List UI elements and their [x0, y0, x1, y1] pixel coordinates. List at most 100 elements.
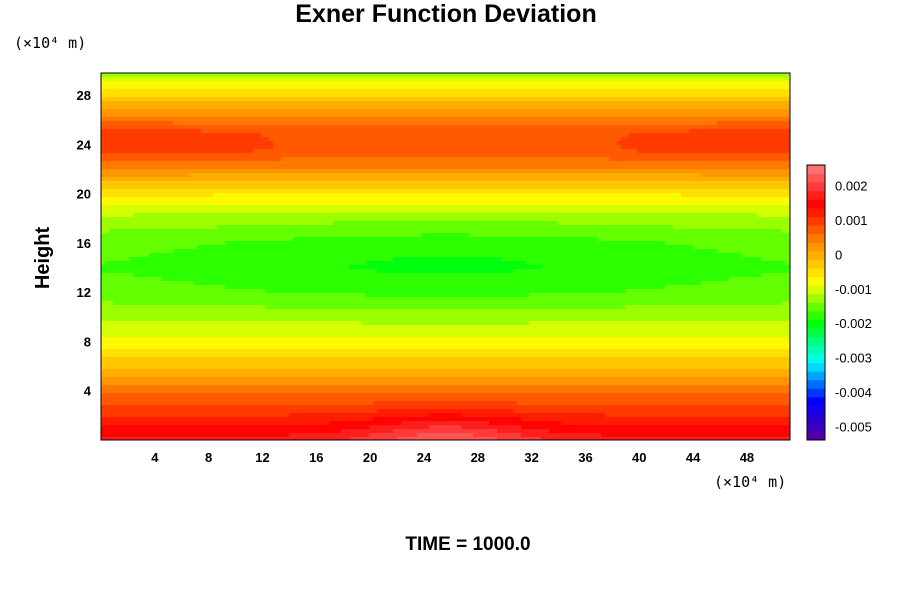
field-cell [245, 141, 250, 146]
field-cell [357, 97, 362, 102]
field-cell [177, 173, 182, 178]
field-cell [457, 85, 462, 90]
field-cell [213, 153, 218, 158]
field-cell [769, 109, 774, 114]
field-cell [561, 137, 566, 142]
field-cell [665, 117, 670, 122]
field-cell [393, 125, 398, 130]
field-cell [381, 89, 386, 94]
field-cell [457, 161, 462, 166]
field-cell [757, 101, 762, 106]
field-cell [713, 73, 718, 78]
field-cell [141, 181, 146, 186]
field-cell [141, 133, 146, 138]
field-cell [609, 77, 614, 82]
field-cell [461, 93, 466, 98]
field-cell [109, 101, 114, 106]
field-cell [397, 153, 402, 158]
field-cell [541, 101, 546, 106]
field-cell [209, 105, 214, 110]
field-cell [149, 109, 154, 114]
field-cell [225, 77, 230, 82]
field-cell [573, 169, 578, 174]
field-cell [113, 121, 118, 126]
field-cell [153, 121, 158, 126]
field-cell [413, 157, 418, 162]
field-cell [141, 105, 146, 110]
field-cell [305, 81, 310, 86]
field-cell [201, 93, 206, 98]
field-cell [773, 121, 778, 126]
field-cell [225, 137, 230, 142]
field-cell [597, 157, 602, 162]
field-cell [721, 133, 726, 138]
field-cell [361, 173, 366, 178]
field-cell [105, 77, 110, 82]
field-cell [229, 89, 234, 94]
field-cell [101, 93, 106, 98]
field-cell [501, 173, 506, 178]
field-cell [781, 169, 786, 174]
field-cell [105, 153, 110, 158]
field-cell [613, 113, 618, 118]
field-cell [709, 117, 714, 122]
field-cell [745, 181, 750, 186]
field-cell [281, 149, 286, 154]
field-cell [181, 129, 186, 134]
field-cell [657, 113, 662, 118]
field-cell [241, 149, 246, 154]
field-cell [401, 133, 406, 138]
field-cell [445, 121, 450, 126]
field-cell [681, 101, 686, 106]
field-cell [449, 105, 454, 110]
field-cell [117, 117, 122, 122]
field-cell [557, 181, 562, 186]
field-cell [757, 141, 762, 146]
field-cell [105, 149, 110, 154]
field-cell [345, 137, 350, 142]
field-cell [417, 117, 422, 122]
field-cell [717, 121, 722, 126]
field-cell [325, 85, 330, 90]
field-cell [197, 101, 202, 106]
field-cell [785, 117, 790, 122]
field-cell [497, 73, 502, 78]
field-cell [709, 73, 714, 78]
field-cell [397, 105, 402, 110]
field-cell [377, 169, 382, 174]
field-cell [781, 93, 786, 98]
field-cell [209, 97, 214, 102]
field-cell [181, 121, 186, 126]
field-cell [453, 129, 458, 134]
field-cell [409, 141, 414, 146]
field-cell [269, 181, 274, 186]
field-cell [109, 133, 114, 138]
field-cell [641, 125, 646, 130]
field-cell [133, 89, 138, 94]
field-cell [169, 161, 174, 166]
field-cell [553, 81, 558, 86]
field-cell [773, 141, 778, 146]
field-cell [629, 133, 634, 138]
field-cell [657, 161, 662, 166]
field-cell [141, 89, 146, 94]
field-cell [557, 89, 562, 94]
field-cell [117, 161, 122, 166]
field-cell [321, 157, 326, 162]
field-cell [189, 109, 194, 114]
field-cell [369, 77, 374, 82]
field-cell [465, 105, 470, 110]
field-cell [365, 181, 370, 186]
field-cell [577, 121, 582, 126]
field-cell [525, 169, 530, 174]
field-cell [449, 89, 454, 94]
field-cell [209, 153, 214, 158]
field-cell [429, 145, 434, 150]
field-cell [233, 101, 238, 106]
field-cell [705, 105, 710, 110]
field-cell [585, 77, 590, 82]
field-cell [661, 141, 666, 146]
field-cell [657, 129, 662, 134]
field-cell [361, 137, 366, 142]
field-cell [545, 121, 550, 126]
